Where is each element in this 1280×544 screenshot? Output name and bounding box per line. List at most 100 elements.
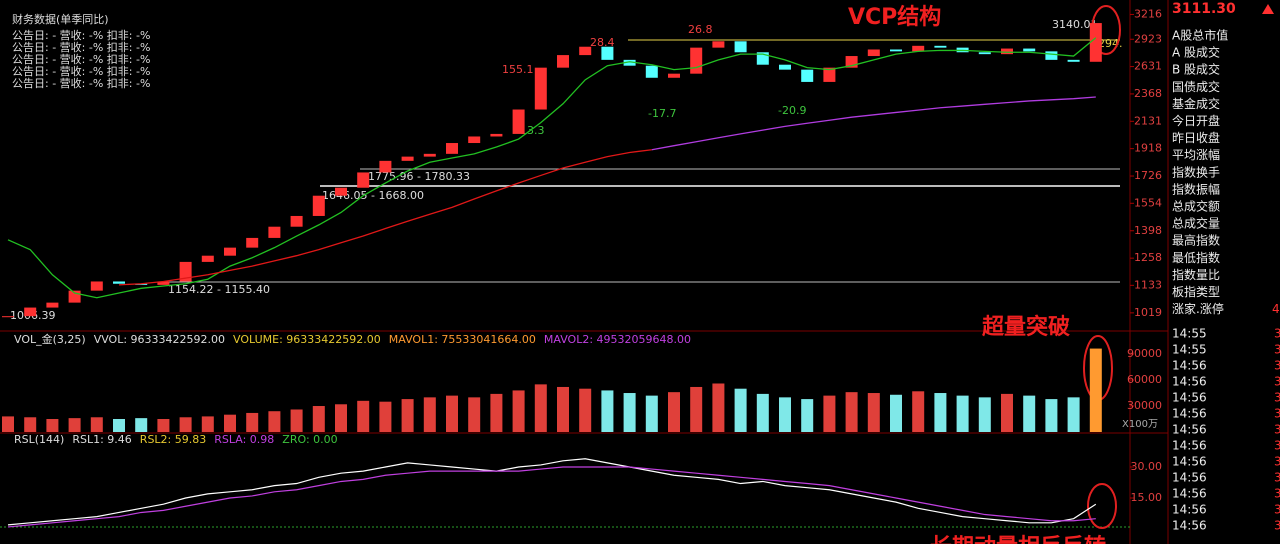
candle (179, 261, 192, 282)
finance-row: 公告日: - 营收: -% 扣非: -% (12, 40, 150, 54)
volume-header: VOLUME: 96333422592.00 (233, 333, 381, 346)
trade-flag: 3 (1274, 375, 1280, 389)
trade-flag: 3 (1274, 343, 1280, 357)
sidebar-row: 指数量比 (1172, 267, 1220, 282)
range-label: 1154.22 - 1155.40 (168, 283, 270, 296)
rsl-header: RSL2: 59.83 (140, 433, 206, 446)
sidebar-row: 指数换手 (1172, 164, 1220, 179)
candle (446, 143, 458, 154)
trade-time: 14:56 (1172, 503, 1207, 517)
ma-line (118, 149, 652, 286)
candle (601, 46, 614, 60)
candle (867, 49, 880, 57)
sidebar-row: 最高指数 (1172, 233, 1220, 248)
volume-bar (845, 392, 858, 432)
finance-row: 公告日: - 营收: -% 扣非: -% (12, 28, 150, 42)
y-tick-label: 2131 (1134, 114, 1162, 127)
volume-bar (912, 391, 925, 432)
volume-bar (801, 399, 814, 432)
candle (90, 281, 103, 291)
sidebar-row: 涨家.涨停 (1172, 301, 1224, 316)
volume-bar (734, 388, 747, 432)
y-tick-label: 30000 (1127, 399, 1162, 412)
volume-bar (756, 393, 769, 432)
y-tick-label: 1398 (1134, 224, 1162, 237)
candle (512, 109, 525, 134)
volume-bar (823, 395, 836, 432)
volume-bar (1089, 348, 1102, 432)
rsl-header: RSL(144) (14, 433, 64, 446)
trade-time: 14:56 (1172, 391, 1207, 405)
candle (779, 64, 791, 70)
trade-time: 14:56 (1172, 423, 1207, 437)
candle (290, 215, 303, 227)
volume-bar (90, 417, 103, 432)
volume-bar (423, 397, 436, 432)
volume-bar (335, 404, 347, 432)
trade-time: 14:56 (1172, 359, 1207, 373)
volume-bar (290, 409, 303, 432)
volume-header: VOL_金(3,25) (14, 332, 86, 346)
sidebar-value: 4 (1272, 302, 1280, 316)
trade-time: 14:56 (1172, 375, 1207, 389)
volume-bar (867, 393, 880, 432)
rsl-line (7, 466, 1096, 528)
ma-line (7, 37, 1097, 299)
volume-bar (623, 393, 636, 432)
candle (690, 47, 703, 74)
volume-bar (890, 394, 902, 432)
candle (734, 41, 747, 53)
volume-bar (2, 416, 14, 432)
volume-bar (268, 411, 281, 432)
finance-row: 公告日: - 营收: -% 扣非: -% (12, 76, 150, 90)
volume-bar (113, 419, 125, 432)
volume-header: MAVOL2: 49532059648.00 (544, 333, 691, 346)
y-tick-label: 1726 (1134, 169, 1162, 182)
sidebar-row: A 股成交 (1172, 45, 1220, 60)
volume-bar (246, 412, 259, 432)
sidebar-row: 板指类型 (1172, 284, 1220, 299)
sidebar-row: A股总市值 (1172, 28, 1228, 43)
rsl-line (7, 458, 1097, 526)
volume-bar (201, 416, 214, 432)
trade-flag: 3 (1274, 455, 1280, 469)
trade-time: 14:55 (1172, 343, 1207, 357)
sidebar-row: 指数振幅 (1172, 181, 1220, 196)
annotation: VCP结构 (848, 4, 941, 30)
candle (978, 52, 991, 55)
price-label: -17.7 (648, 107, 676, 120)
sidebar-row: 平均涨幅 (1172, 147, 1220, 162)
price-label: 26.8 (688, 23, 713, 36)
volume-bar (712, 383, 725, 432)
price-label: 3140.01 (1052, 18, 1098, 31)
candle (2, 316, 14, 318)
trade-time: 14:56 (1172, 471, 1207, 485)
y-tick-label: 30.00 (1131, 460, 1163, 473)
candle (934, 45, 947, 48)
trade-flag: 3 (1274, 407, 1280, 421)
candle (645, 65, 658, 78)
trade-flag: 3 (1274, 439, 1280, 453)
candle (823, 67, 836, 82)
volume-bar (1067, 397, 1080, 432)
y-tick-label: 1133 (1134, 278, 1162, 291)
y-tick-label: 1019 (1134, 306, 1162, 319)
volume-header: VVOL: 96333422592.00 (94, 333, 225, 346)
range-label: 1775.96 - 1780.33 (368, 170, 470, 183)
trade-flag: 3 (1274, 327, 1280, 341)
volume-bar (224, 414, 236, 432)
trade-flag: 3 (1274, 391, 1280, 405)
volume-bar (557, 386, 569, 432)
candle (201, 255, 214, 262)
volume-bar (579, 388, 592, 432)
volume-bar (446, 395, 458, 432)
candle (113, 281, 125, 284)
price-label: 155.1 (502, 63, 534, 76)
sidebar-row: 今日开盘 (1172, 113, 1220, 128)
candle (423, 153, 436, 157)
candle (557, 55, 569, 68)
finance-title: 财务数据(单季同比) (12, 12, 109, 26)
trade-time: 14:56 (1172, 487, 1207, 501)
sidebar-row: B 股成交 (1172, 62, 1220, 77)
